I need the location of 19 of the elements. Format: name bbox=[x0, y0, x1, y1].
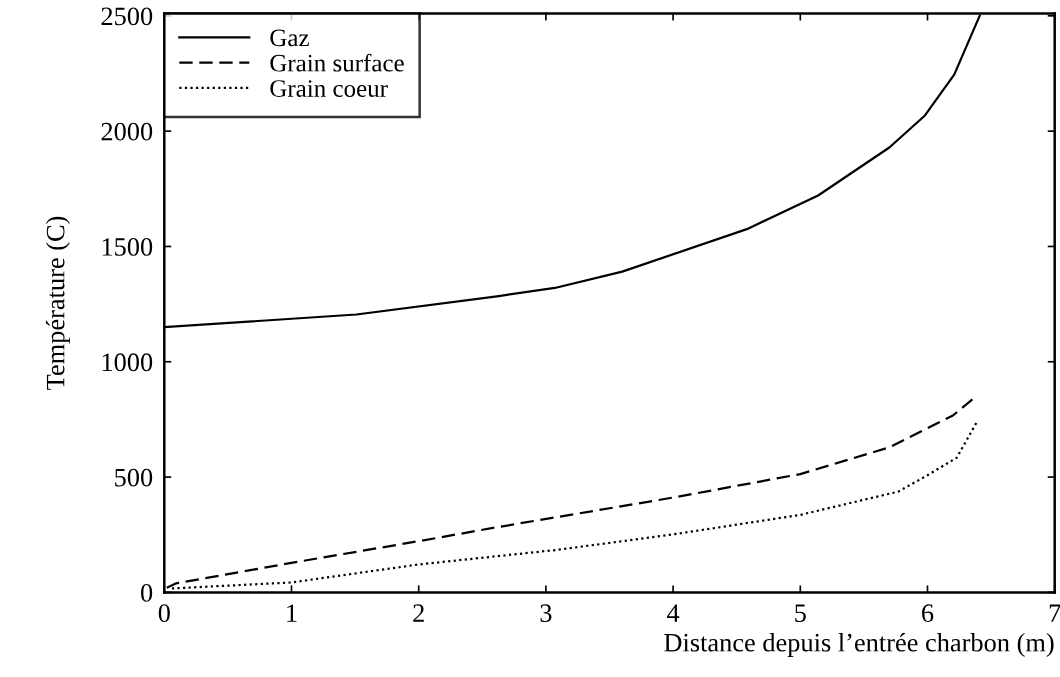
x-tick-label: 7 bbox=[1049, 604, 1060, 622]
x-tick-label: 3 bbox=[540, 604, 552, 623]
y-tick-label: 1500 bbox=[102, 238, 153, 256]
y-tick-label: 1000 bbox=[102, 353, 153, 372]
x-tick-label: 2 bbox=[413, 604, 424, 622]
y-tick-label: 500 bbox=[115, 468, 153, 487]
x-tick-label: 5 bbox=[795, 604, 806, 623]
y-axis-title: Température (C) bbox=[45, 216, 70, 390]
legend-label: Gaz bbox=[270, 29, 309, 47]
x-tick-label: 0 bbox=[158, 604, 170, 623]
y-tick-label: 2000 bbox=[101, 122, 153, 141]
y-tick-label: 0 bbox=[141, 583, 153, 602]
x-tick-label: 4 bbox=[667, 604, 680, 622]
y-tick-label: 2500 bbox=[101, 7, 153, 26]
x-tick-label: 1 bbox=[287, 604, 297, 622]
legend-label: Grain surface bbox=[270, 53, 404, 72]
x-axis-title: Distance depuis l’entrée charbon (m) bbox=[664, 632, 1054, 657]
legend-label: Grain coeur bbox=[270, 80, 388, 97]
x-tick-label: 6 bbox=[922, 604, 934, 623]
